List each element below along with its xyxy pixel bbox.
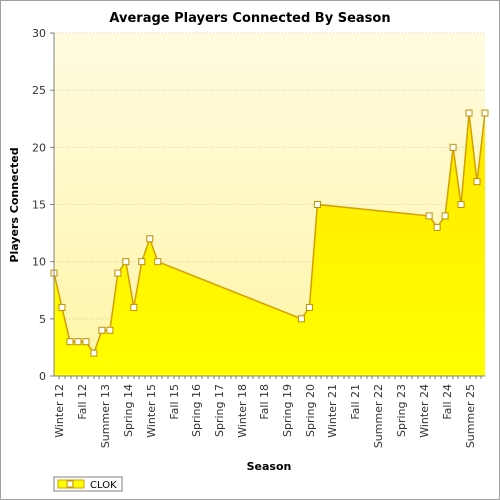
legend: CLOK (53, 476, 123, 492)
data-point (465, 109, 473, 117)
x-tick-label: Summer 13 (99, 384, 112, 448)
y-tick-label: 0 (39, 370, 46, 383)
x-tick-label: Fall 15 (168, 384, 181, 420)
data-point (138, 258, 146, 266)
data-point (433, 223, 441, 231)
data-point (58, 303, 66, 311)
data-point (122, 258, 130, 266)
y-tick-label: 15 (32, 199, 46, 212)
legend-label: CLOK (90, 480, 117, 491)
x-tick-label: Spring 17 (213, 384, 226, 437)
data-point (74, 338, 82, 346)
x-tick-label: Summer 22 (372, 384, 385, 448)
y-tick-label: 30 (32, 27, 46, 40)
data-point (82, 338, 90, 346)
y-tick-label: 20 (32, 141, 46, 154)
data-point (146, 235, 154, 243)
y-tick-label: 5 (39, 313, 46, 326)
data-point (473, 178, 481, 186)
x-tick-label: Fall 24 (441, 384, 454, 420)
data-point (449, 143, 457, 151)
x-tick-label: Winter 12 (53, 384, 66, 438)
chart-title: Average Players Connected By Season (109, 11, 390, 26)
x-tick-label: Summer 25 (464, 384, 477, 448)
data-point (305, 303, 313, 311)
data-point (154, 258, 162, 266)
y-tick-label: 10 (32, 256, 46, 269)
data-point (66, 338, 74, 346)
x-tick-label: Fall 12 (76, 384, 89, 420)
data-point (130, 303, 138, 311)
data-point (441, 212, 449, 220)
x-tick-label: Spring 16 (190, 384, 203, 437)
x-tick-label: Winter 21 (326, 384, 339, 438)
plot-area: 0 5 10 15 20 25 30 Winter 12 Fall 12 Summer 13 Spr… (32, 27, 489, 448)
x-tick-label: Spring 19 (281, 384, 294, 437)
x-tick-label: Winter 18 (236, 384, 249, 438)
data-point (481, 109, 489, 117)
x-tick-label: Spring 23 (395, 384, 408, 437)
data-point (90, 349, 98, 357)
data-point (457, 201, 465, 208)
data-point (98, 326, 106, 334)
series-area-clok (54, 113, 485, 377)
y-tick-label: 25 (32, 84, 46, 97)
x-tick-label: Spring 14 (122, 384, 135, 437)
x-axis-label: Season (247, 460, 292, 473)
x-tick-label: Fall 21 (349, 384, 362, 420)
legend-marker (66, 480, 74, 488)
x-tick-label: Fall 18 (258, 384, 271, 420)
x-tick-label: Winter 15 (145, 384, 158, 438)
x-tick-label: Spring 20 (304, 384, 317, 437)
data-point (297, 315, 305, 323)
data-point (425, 212, 433, 220)
data-point (106, 326, 114, 334)
data-point (114, 269, 122, 277)
x-tick-label: Winter 24 (418, 384, 431, 438)
y-axis-label: Players Connected (8, 147, 21, 262)
data-point (313, 201, 321, 208)
